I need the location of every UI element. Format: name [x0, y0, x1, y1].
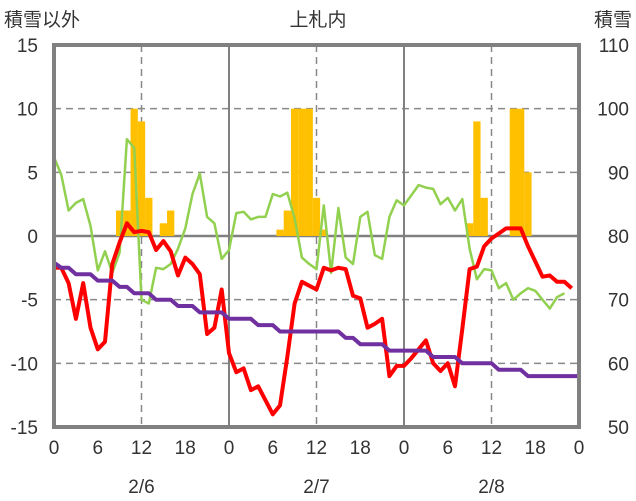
- snow-bar: [465, 223, 474, 236]
- x-tick-label: 0: [574, 438, 585, 459]
- right-tick-label: 90: [608, 163, 629, 184]
- right-tick-label: 70: [608, 291, 629, 312]
- right-axis-label: 積雪: [594, 9, 632, 31]
- snow-bar: [298, 108, 306, 236]
- left-tick-label: 15: [17, 36, 38, 57]
- left-tick-label: 10: [17, 100, 38, 121]
- x-tick-label: 18: [525, 438, 546, 459]
- snow-bar: [320, 229, 328, 236]
- left-tick-label: -15: [11, 418, 38, 439]
- x-tick-label: 0: [224, 438, 235, 459]
- plot-frame: [52, 43, 581, 429]
- snow-bar: [305, 108, 313, 236]
- date-label: 2/6: [128, 477, 154, 498]
- x-tick-label: 6: [267, 438, 278, 459]
- right-tick-label: 50: [608, 418, 629, 439]
- right-tick-label: 110: [599, 36, 629, 57]
- x-tick-label: 6: [442, 438, 453, 459]
- x-tick-label: 0: [49, 438, 60, 459]
- left-axis-label: 積雪以外: [4, 9, 80, 31]
- snow-bar: [159, 223, 168, 236]
- snow-bar: [509, 108, 518, 236]
- date-label: 2/8: [478, 477, 504, 498]
- x-tick-label: 12: [131, 438, 152, 459]
- right-tick-label: 100: [597, 100, 629, 121]
- snow-bar: [524, 172, 532, 236]
- snow-bar: [167, 210, 175, 236]
- date-label: 2/7: [303, 477, 329, 498]
- snow-bar: [312, 197, 321, 236]
- series-purple: [52, 261, 579, 379]
- x-tick-label: 0: [399, 438, 410, 459]
- snow-bar: [473, 121, 481, 236]
- right-tick-label: 60: [608, 354, 629, 375]
- x-tick-label: 18: [175, 438, 196, 459]
- snow-bar: [276, 229, 284, 236]
- snow-bar: [137, 121, 146, 236]
- left-tick-label: -5: [21, 291, 38, 312]
- snow-bar: [283, 210, 291, 236]
- x-tick-label: 12: [306, 438, 327, 459]
- snow-bar: [290, 108, 299, 236]
- right-tick-label: 80: [608, 227, 629, 248]
- snow-bar: [517, 108, 525, 236]
- snow-bar: [480, 197, 488, 236]
- series-red: [54, 221, 574, 417]
- x-tick-label: 6: [92, 438, 103, 459]
- snow-bar: [115, 210, 124, 236]
- left-tick-label: 0: [27, 227, 38, 248]
- left-tick-label: 5: [27, 163, 38, 184]
- x-tick-label: 18: [350, 438, 371, 459]
- snow-bar: [145, 197, 153, 236]
- left-tick-label: -10: [11, 354, 38, 375]
- series-green: [52, 137, 565, 310]
- x-tick-label: 12: [481, 438, 502, 459]
- chart-title: 上札内: [289, 9, 346, 31]
